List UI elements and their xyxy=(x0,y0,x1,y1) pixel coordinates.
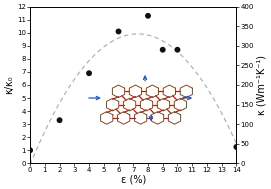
Point xyxy=(234,146,238,149)
Y-axis label: κ/κ₀: κ/κ₀ xyxy=(4,76,14,94)
Y-axis label: κ (Wm⁻¹K⁻¹): κ (Wm⁻¹K⁻¹) xyxy=(257,55,267,115)
Point xyxy=(160,48,165,51)
Point xyxy=(28,149,32,152)
Point xyxy=(175,48,180,51)
X-axis label: ε (%): ε (%) xyxy=(121,175,146,185)
Point xyxy=(57,119,62,122)
Point xyxy=(146,14,150,17)
Point xyxy=(116,30,121,33)
Point xyxy=(87,72,91,75)
